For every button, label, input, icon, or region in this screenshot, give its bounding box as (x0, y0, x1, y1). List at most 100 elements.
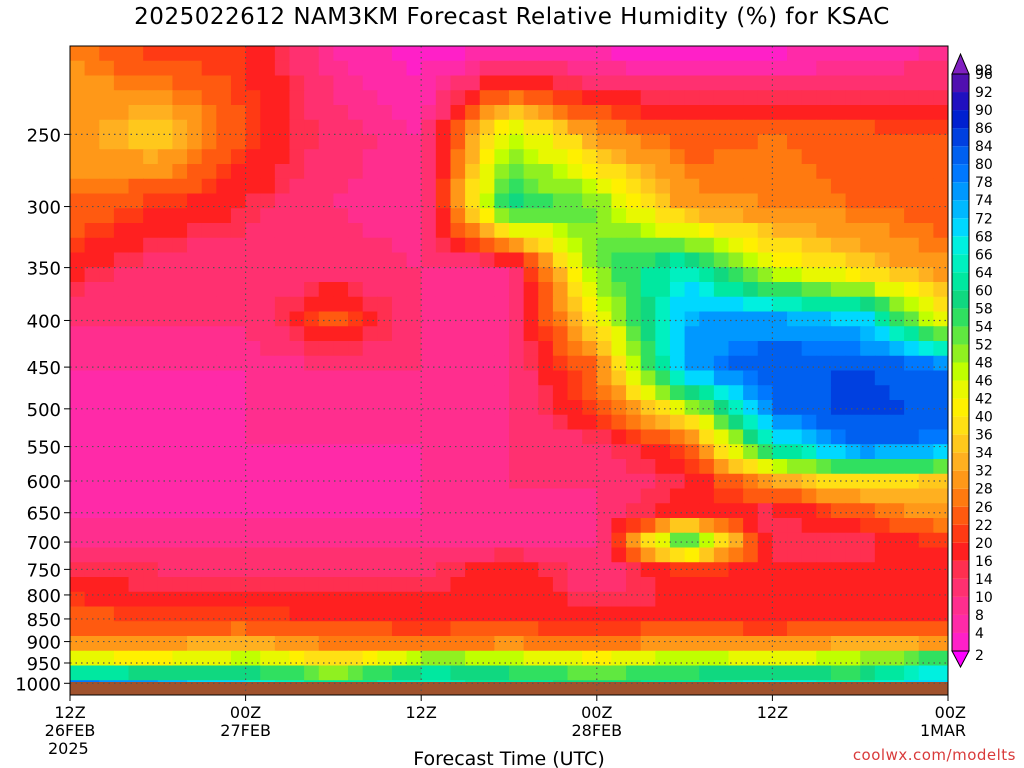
rh-cell (157, 518, 174, 534)
rh-cell (904, 414, 920, 431)
rh-cell (538, 488, 554, 504)
rh-cell (743, 119, 759, 136)
rh-cell (933, 208, 948, 224)
rh-cell (552, 60, 569, 77)
rh-cell (743, 518, 759, 534)
rh-cell (362, 577, 378, 593)
colorbar-swatch (952, 326, 969, 345)
rh-cell (304, 326, 320, 342)
rh-cell (757, 621, 773, 637)
rh-cell (655, 90, 671, 106)
rh-cell (70, 518, 86, 534)
rh-cell (523, 444, 539, 460)
rh-cell (860, 311, 876, 327)
rh-cell (333, 414, 349, 431)
rh-cell (860, 267, 876, 283)
rh-cell (318, 636, 334, 652)
rh-cell (889, 60, 905, 77)
rh-cell (743, 429, 759, 445)
rh-cell (713, 370, 730, 386)
rh-cell (845, 252, 861, 268)
rh-cell (743, 444, 759, 460)
rh-cell (582, 370, 598, 386)
rh-cell (904, 149, 920, 165)
rh-cell (230, 370, 247, 386)
rh-cell (172, 650, 188, 667)
rh-cell (260, 385, 276, 401)
rh-cell (333, 149, 349, 165)
rh-cell (406, 621, 422, 637)
rh-cell (128, 149, 144, 165)
rh-cell (362, 149, 378, 165)
rh-cell (772, 60, 788, 77)
rh-cell (377, 518, 393, 534)
rh-cell (509, 621, 525, 637)
rh-cell (889, 267, 905, 283)
rh-cell (538, 326, 554, 342)
colorbar-label: 86 (975, 121, 993, 137)
rh-cell (845, 282, 861, 298)
rh-cell (362, 385, 378, 401)
rh-cell (172, 621, 188, 637)
rh-cell (860, 650, 876, 667)
rh-cell (523, 60, 539, 77)
y-tick-label: 950 (27, 654, 61, 675)
rh-cell (523, 400, 539, 416)
rh-cell (523, 547, 539, 563)
rh-cell (787, 355, 803, 372)
rh-cell (567, 636, 583, 652)
rh-cell (830, 60, 847, 77)
rh-cell (509, 134, 525, 150)
rh-cell (933, 296, 948, 313)
rh-cell (538, 473, 554, 490)
rh-cell (260, 518, 276, 534)
rh-cell (552, 208, 569, 224)
rh-cell (465, 459, 481, 475)
rh-cell (450, 518, 466, 534)
rh-cell (787, 459, 803, 475)
rh-cell (157, 223, 174, 239)
rh-cell (245, 237, 261, 254)
rh-cell (787, 178, 803, 195)
rh-cell (494, 326, 510, 342)
rh-cell (655, 429, 671, 445)
rh-cell (772, 650, 788, 667)
rh-cell (143, 149, 159, 165)
rh-cell (362, 75, 378, 91)
rh-cell (274, 562, 291, 578)
rh-cell (391, 164, 408, 180)
rh-cell (669, 296, 686, 313)
rh-cell (933, 503, 948, 519)
rh-cell (582, 252, 598, 268)
rh-cell (348, 621, 364, 637)
rh-cell (391, 650, 408, 667)
rh-cell (333, 665, 349, 681)
rh-cell (421, 223, 437, 239)
rh-cell (406, 591, 422, 608)
rh-cell (904, 591, 920, 608)
rh-cell (743, 547, 759, 563)
rh-cell (421, 606, 437, 622)
rh-cell (348, 208, 364, 224)
rh-cell (626, 518, 642, 534)
rh-cell (801, 252, 817, 268)
rh-cell (70, 119, 86, 136)
rh-cell (728, 60, 744, 77)
rh-cell (582, 444, 598, 460)
rh-cell (699, 503, 715, 519)
rh-cell (245, 532, 261, 549)
rh-cell (889, 134, 905, 150)
rh-cell (933, 370, 948, 386)
rh-cell (435, 400, 452, 416)
rh-cell (830, 547, 847, 563)
rh-cell (274, 636, 291, 652)
rh-cell (772, 444, 788, 460)
rh-cell (377, 532, 393, 549)
rh-cell (626, 267, 642, 283)
rh-cell (157, 134, 174, 150)
rh-cell (845, 503, 861, 519)
rh-cell (728, 208, 744, 224)
rh-cell (860, 341, 876, 357)
rh-cell (743, 370, 759, 386)
rh-cell (684, 650, 700, 667)
